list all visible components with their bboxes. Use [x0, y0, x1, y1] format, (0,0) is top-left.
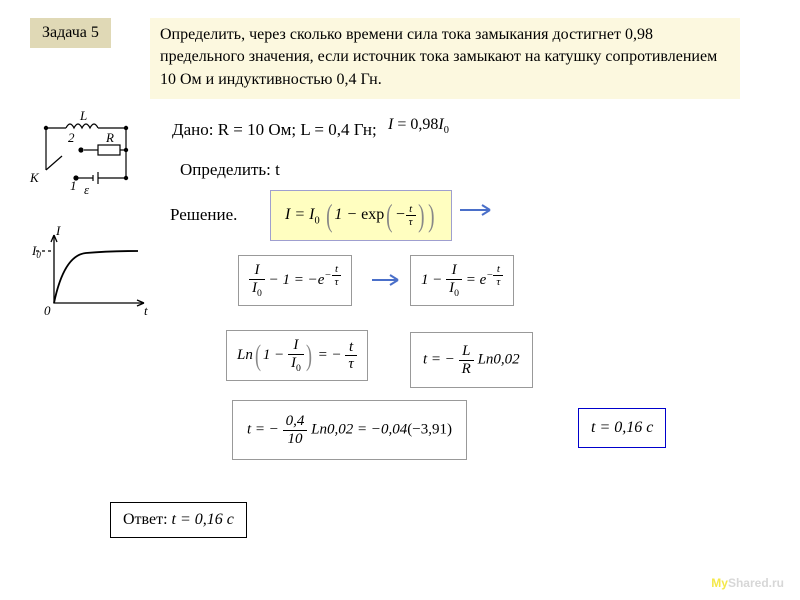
fe-num: 0,4	[283, 413, 308, 431]
problem-badge: Задача 5	[30, 18, 111, 48]
fm-I: I	[285, 206, 290, 223]
fd-eq: = −	[427, 351, 459, 367]
wm-ru: .ru	[769, 576, 784, 590]
formula-e: t = − 0,410 Ln0,02 = −0,04(−3,91)	[232, 400, 467, 460]
result-box: t = 0,16 c	[578, 408, 666, 448]
fc-I0s: 0	[296, 363, 301, 374]
formula-main: I = I0 (1 − exp(−tτ))	[270, 190, 452, 241]
growth-graph: I I0 0 t	[26, 225, 156, 320]
fm-t: t	[406, 203, 416, 216]
wm-shared: Shared	[728, 576, 769, 590]
fc-ln: Ln	[237, 347, 253, 363]
fb-I0s: 0	[454, 288, 459, 299]
fm-tau: τ	[406, 216, 416, 228]
fc-I: I	[293, 337, 298, 353]
fe-eq: = −	[251, 421, 283, 437]
formula-b: 1 − II0 = e−tτ	[410, 255, 514, 306]
circuit-eps: ε	[84, 182, 90, 197]
fa-etau: τ	[332, 276, 342, 288]
fa-I0s: 0	[257, 288, 262, 299]
answer-box: Ответ: t = 0,16 c	[110, 502, 247, 538]
fe-den: 10	[283, 431, 308, 448]
fd-tail: Ln0,02	[478, 351, 520, 367]
fe-paren: (−3,91)	[407, 421, 452, 437]
answer-label: Ответ:	[123, 511, 172, 528]
fa-I: I	[254, 262, 259, 278]
given-formula: I = 0,98I0	[388, 116, 449, 136]
graph-I: I	[55, 225, 61, 238]
circuit-1: 1	[70, 178, 77, 193]
fa-et: t	[332, 263, 342, 276]
fa-mid: − 1 = −	[265, 272, 318, 288]
determine-text: Определить: t	[180, 160, 280, 180]
fb-et: t	[493, 263, 503, 276]
fb-eq: =	[462, 272, 480, 288]
circuit-2: 2	[68, 130, 75, 145]
circuit-R: R	[105, 130, 114, 145]
given-I0-sub: 0	[444, 125, 449, 136]
problem-text: Определить, через сколько времени сила т…	[150, 18, 740, 99]
graph-origin: 0	[44, 303, 51, 318]
fm-exp: exp	[361, 206, 384, 223]
formula-d: t = − LR Ln0,02	[410, 332, 533, 388]
arrow-2	[370, 270, 406, 290]
fc-tau: τ	[345, 356, 356, 373]
fc-eq: = −	[314, 347, 346, 363]
fb-etau: τ	[493, 276, 503, 288]
fe-mid: Ln0,02 = −0,04	[311, 421, 407, 437]
answer-value: t = 0,16 c	[172, 511, 234, 528]
graph-t: t	[144, 303, 148, 318]
fc-t: t	[345, 339, 356, 357]
watermark: MyShared.ru	[711, 576, 784, 590]
circuit-K: К	[29, 170, 40, 185]
arrow-1	[458, 200, 498, 220]
formula-a: II0 − 1 = −e−tτ	[238, 255, 352, 306]
graph-I0: I0	[31, 243, 41, 260]
fd-L: L	[459, 343, 474, 361]
wm-my: My	[711, 576, 728, 590]
given-text: Дано: R = 10 Ом; L = 0,4 Гн;	[172, 120, 377, 140]
circuit-L: L	[79, 110, 87, 123]
formula-c: Ln(1 − II0) = − tτ	[226, 330, 368, 381]
solution-label: Решение.	[170, 205, 237, 225]
circuit-diagram: L R К 2 1 ε	[26, 110, 146, 200]
fm-I0-sub: 0	[314, 215, 319, 226]
fb-I: I	[452, 262, 457, 278]
fb-pre: 1 −	[421, 272, 446, 288]
given-eq: = 0,98	[393, 116, 438, 133]
fd-R: R	[459, 361, 474, 378]
